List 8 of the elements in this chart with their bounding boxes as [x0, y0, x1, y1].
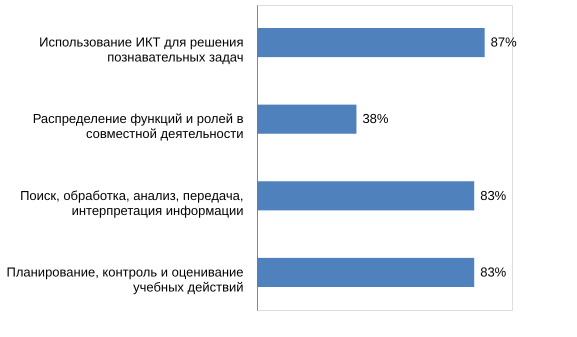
- data-label: 38%: [362, 111, 389, 126]
- data-label: 83%: [480, 264, 507, 280]
- y-tick-label: Поиск, обработка, анализ, передача, интерпретация информации: [20, 188, 244, 218]
- y-tick-label: Распределение функций и ролей в совместной деятельности: [32, 111, 244, 142]
- data-label: 87%: [490, 34, 518, 50]
- data-label: 83%: [480, 188, 507, 203]
- y-tick-label: Планирование, контроль и оценивание учебных действий: [6, 264, 244, 294]
- y-tick-label: Использование ИКТ для решения познавательных задач: [39, 34, 244, 65]
